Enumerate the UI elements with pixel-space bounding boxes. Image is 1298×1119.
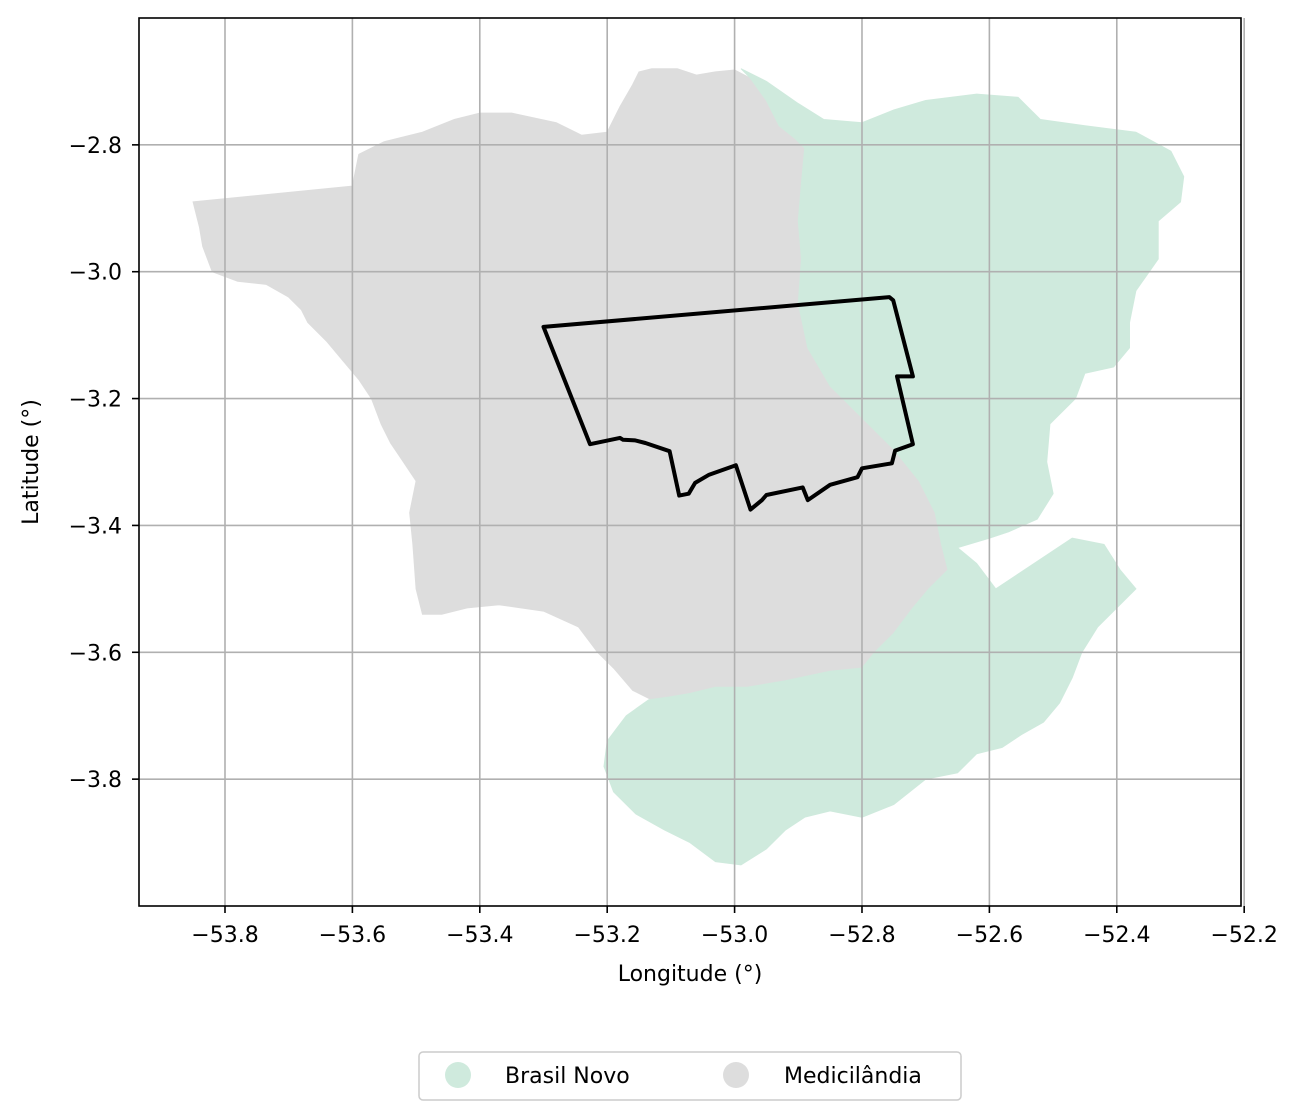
outline-layer: [541, 295, 915, 512]
y-tick-label: −3.8: [69, 768, 122, 793]
legend-marker-medicilandia: [723, 1062, 749, 1088]
y-tick-label: −3.4: [69, 514, 122, 539]
y-axis-ticks: −2.8 −3.0 −3.2 −3.4 −3.6 −3.8: [69, 134, 139, 793]
y-tick-label: −3.2: [69, 388, 122, 413]
x-axis-ticks: −53.8 −53.6 −53.4 −53.2 −53.0 −52.8 −52.6 −52.4…: [191, 906, 1278, 948]
x-tick-label: −52.2: [1210, 923, 1277, 948]
x-tick-label: −53.2: [573, 923, 640, 948]
region-brasil-novo: [603, 68, 1185, 866]
x-axis-title: Longitude (°): [618, 962, 763, 987]
grid-layer: [139, 18, 1245, 906]
x-tick-label: −53.8: [191, 923, 258, 948]
y-tick-label: −2.8: [69, 134, 122, 159]
y-axis-title: Latitude (°): [19, 399, 44, 525]
x-tick-label: −52.8: [828, 923, 895, 948]
x-tick-label: −52.4: [1083, 923, 1150, 948]
legend: Brasil Novo Medicilândia: [418, 1051, 962, 1101]
legend-label-brasil-novo: Brasil Novo: [505, 1064, 630, 1089]
x-tick-label: −53.0: [701, 923, 768, 948]
legend-label-medicilandia: Medicilândia: [784, 1064, 922, 1089]
regions-layer: [192, 68, 1185, 866]
x-tick-label: −53.6: [319, 923, 386, 948]
plot-frame: [138, 17, 1242, 907]
y-tick-label: −3.6: [69, 641, 122, 666]
outline-boundary: [541, 295, 915, 512]
legend-marker-brasil-novo: [445, 1062, 471, 1088]
x-tick-label: −52.6: [956, 923, 1023, 948]
x-tick-label: −53.4: [446, 923, 513, 948]
y-tick-label: −3.0: [69, 261, 122, 286]
legend-box: [418, 1051, 962, 1101]
